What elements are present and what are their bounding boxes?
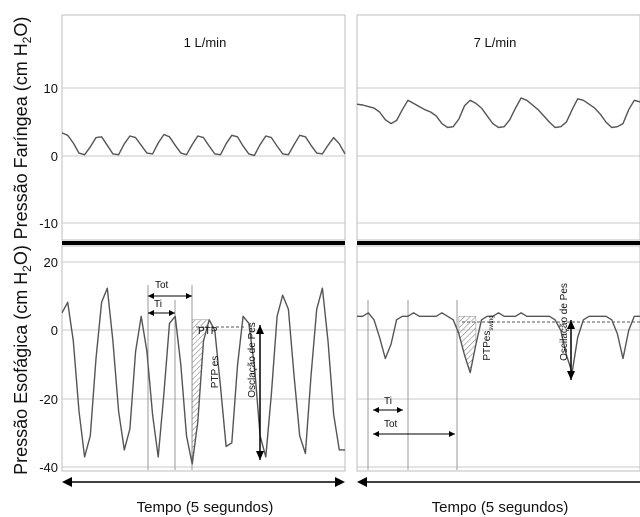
ptpes-swing-subscript: swing — [489, 315, 495, 330]
series-lines — [61, 97, 640, 465]
arrow-head — [256, 451, 264, 460]
tick-label: 20 — [44, 255, 58, 270]
arrow-head — [357, 477, 367, 487]
panel-top-left — [61, 14, 346, 241]
arrow-head — [62, 477, 72, 487]
panel-title-right: 7 L/min — [474, 35, 517, 50]
tick-label: 10 — [44, 81, 58, 96]
arrow-head — [335, 477, 345, 487]
arrow-head — [567, 320, 575, 329]
arrow-head — [148, 310, 154, 316]
series-line-top-left — [61, 132, 346, 157]
tick-label: -40 — [39, 460, 58, 475]
y-axis-label-bottom: Pressão Esofágica (cm H2O) — [11, 245, 34, 475]
tick-label: -20 — [39, 392, 58, 407]
series-line-bottom-right — [357, 312, 640, 374]
tick-label: 0 — [51, 323, 58, 338]
arrow-head — [169, 310, 175, 316]
panel-bottom-right — [356, 245, 640, 472]
annotation-ptpes-swing: PTPesswing — [482, 315, 495, 360]
annotation-ti-right: Ti — [384, 396, 392, 407]
panel-title-left: 1 L/min — [184, 35, 227, 50]
arrow-head — [256, 325, 264, 334]
panel-bottom-left — [61, 245, 346, 472]
x-axis-label-right: Tempo (5 segundos) — [432, 499, 569, 516]
annotation-ptp: PTP — [198, 326, 218, 337]
arrow-head — [186, 293, 192, 299]
series-line-bottom-left — [61, 287, 345, 465]
annotation-ptpes: PTP es — [210, 356, 221, 389]
annotation-oscillation-left: Osclação de Pes — [247, 322, 258, 398]
series-line-top-right — [356, 97, 640, 129]
grid-top — [62, 87, 640, 224]
tick-label: 0 — [51, 149, 58, 164]
annotation-tot: Tot — [155, 280, 169, 291]
arrow-head — [148, 293, 154, 299]
arrow-head — [397, 407, 403, 413]
arrow-head — [449, 431, 455, 437]
x-axis-label-left: Tempo (5 segundos) — [137, 499, 274, 516]
tick-label: -10 — [39, 216, 58, 231]
grid-bottom — [62, 261, 640, 468]
arrow-head — [567, 371, 575, 380]
annotation-oscillation-right: Oscilação de Pes — [559, 283, 570, 361]
ptpes-swing-label: PTPes — [482, 331, 493, 361]
annotation-tot-right: Tot — [384, 419, 398, 430]
arrow-head — [373, 407, 379, 413]
arrow-head — [373, 431, 379, 437]
y-axis-label-top: Pressão Faríngea (cm H2O) — [11, 17, 34, 240]
annotation-ti: Ti — [154, 299, 162, 310]
